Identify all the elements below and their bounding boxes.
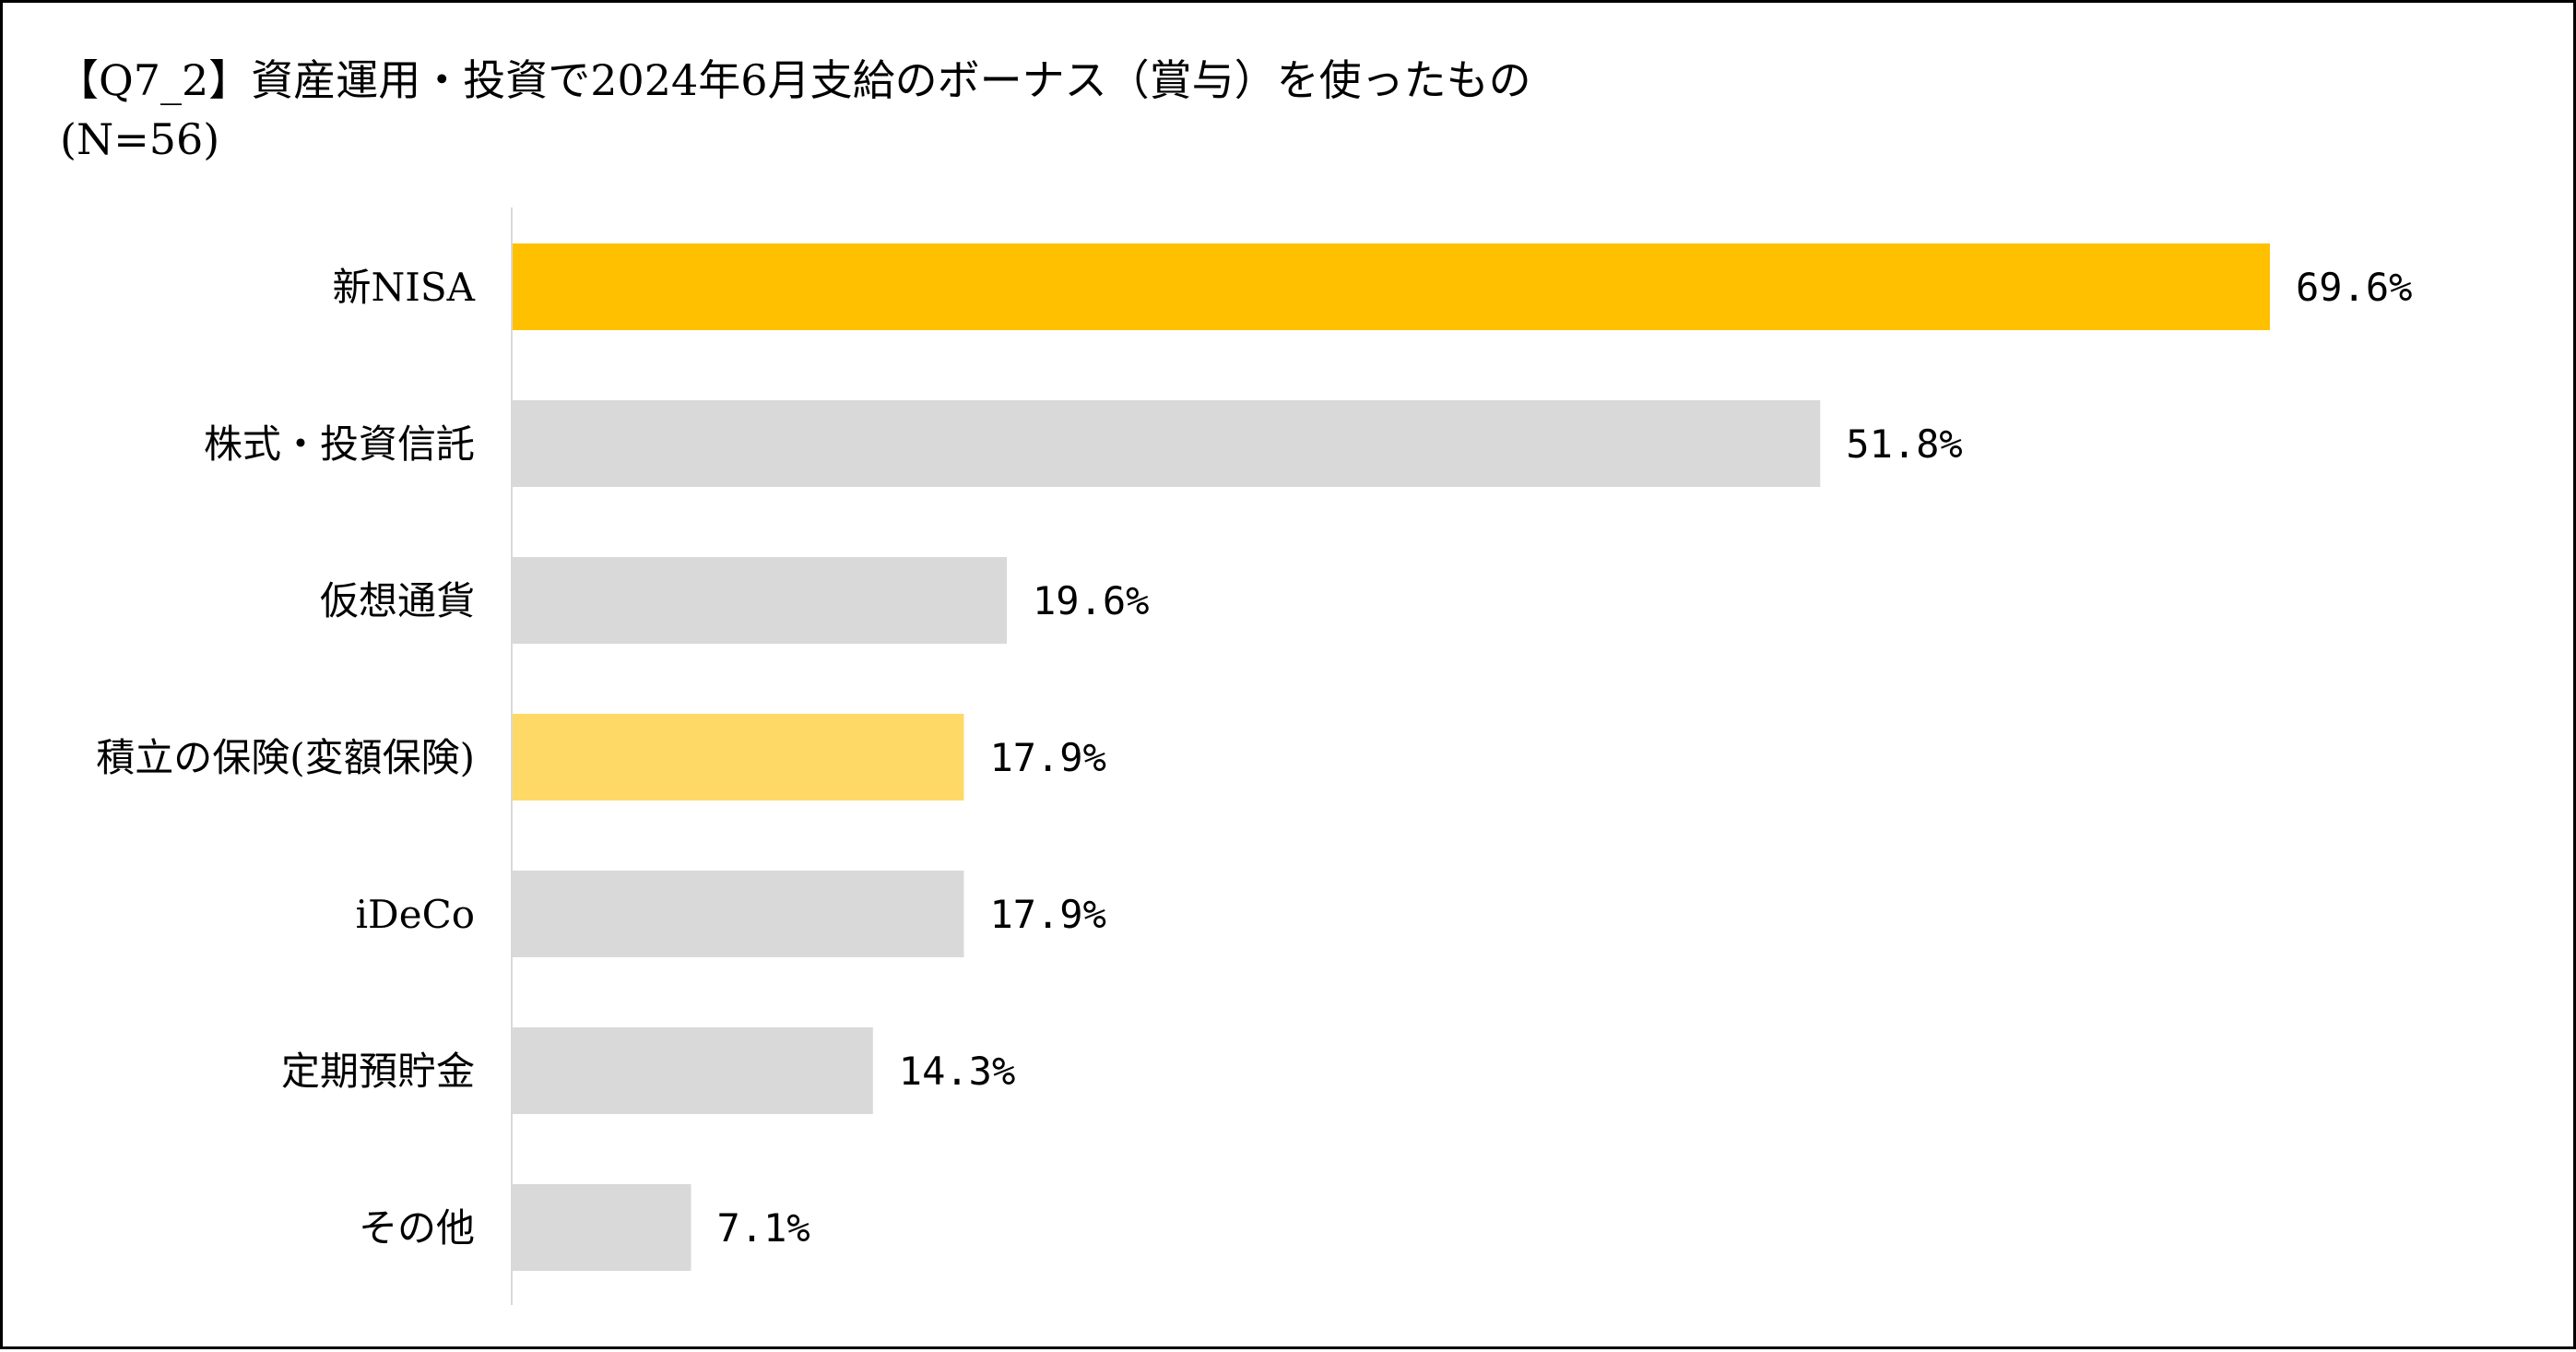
chart-title: 【Q7_2】資産運用・投資で2024年6月支給のボーナス（賞与）を使ったもの [56,55,1531,105]
value-label-1: 51.8% [1846,421,1962,467]
value-label-4: 17.9% [989,892,1105,937]
bar-0 [512,243,2270,330]
category-label-5: 定期預貯金 [281,1049,475,1094]
bar-2 [512,557,1008,644]
bar-3 [512,714,964,801]
bar-1 [512,400,1821,487]
value-label-5: 14.3% [899,1049,1015,1094]
category-label-2: 仮想通貨 [320,578,475,623]
value-label-0: 69.6% [2296,265,2412,310]
category-label-6: その他 [359,1205,475,1251]
value-label-2: 19.6% [1033,578,1149,623]
bar-chart: 【Q7_2】資産運用・投資で2024年6月支給のボーナス（賞与）を使ったもの (… [56,55,2412,1305]
category-label-0: 新NISA [333,265,476,310]
value-label-3: 17.9% [989,735,1105,780]
bars-group: 新NISA 69.6% 株式・投資信託 51.8% 仮想通貨 19.6% 積立の保険(変額保… [96,243,2412,1271]
category-label-3: 積立の保険(変額保険) [96,735,475,780]
category-label-4: iDeCo [356,892,475,937]
bar-6 [512,1184,691,1271]
bar-4 [512,871,964,957]
chart-subtitle: (N=56) [60,114,219,164]
bar-5 [512,1027,873,1114]
category-label-1: 株式・投資信託 [204,421,475,467]
value-label-6: 7.1% [717,1205,810,1251]
